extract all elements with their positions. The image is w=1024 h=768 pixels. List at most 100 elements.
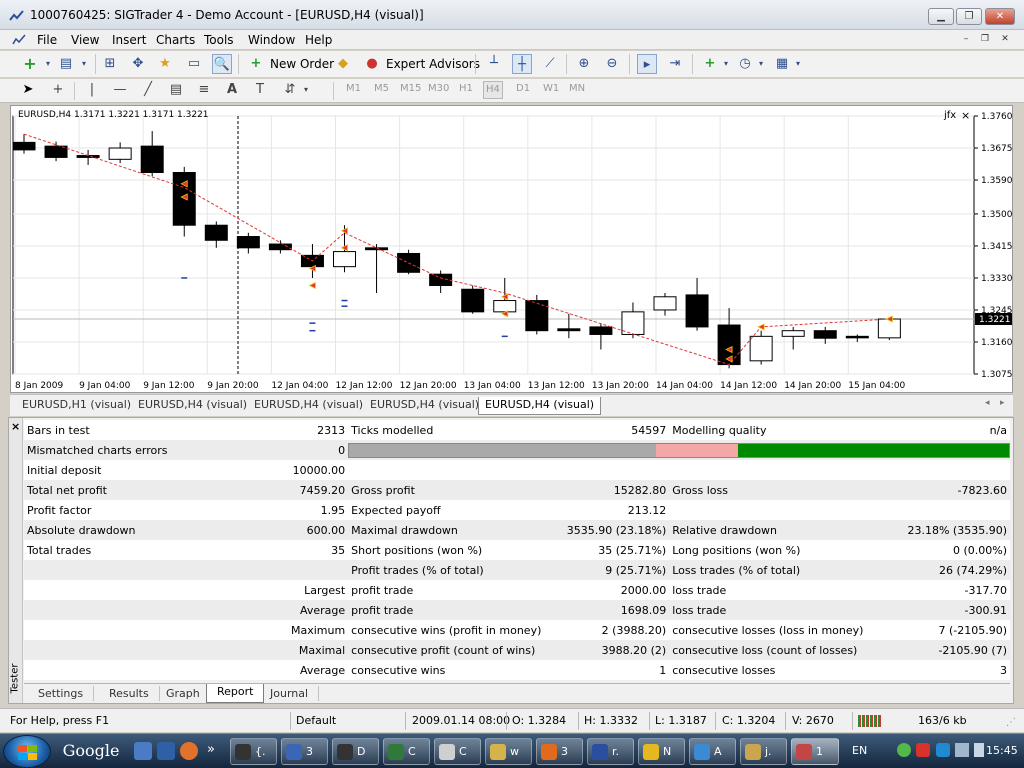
tray-volume-icon[interactable] (974, 743, 984, 757)
mdi-close-button[interactable]: ✕ (1001, 34, 1009, 44)
maximize-button[interactable]: ❐ (956, 8, 982, 25)
timeframe-m15[interactable]: M15 (400, 83, 422, 94)
favorites-icon[interactable]: ★ (159, 56, 171, 71)
close-button[interactable]: ✕ (985, 8, 1015, 25)
chart-close-icon[interactable]: × (961, 109, 971, 122)
text-label-icon[interactable]: T (256, 82, 264, 97)
auto-scroll-icon[interactable]: ▸ (637, 54, 657, 74)
terminal-icon[interactable]: ▭ (187, 56, 201, 71)
templates-icon[interactable]: ▦ (775, 56, 789, 71)
chart-tab[interactable]: EURUSD,H4 (visual) (254, 398, 364, 411)
chart-tab[interactable]: EURUSD,H1 (visual) (22, 398, 132, 411)
menu-charts[interactable]: Charts (156, 33, 196, 47)
clock[interactable]: 15:45 (986, 744, 1018, 757)
taskbar-button[interactable]: C (434, 738, 481, 765)
firefox-icon[interactable] (180, 742, 198, 760)
vertical-line-icon[interactable]: | (89, 82, 95, 97)
tab-journal[interactable]: Journal (260, 686, 320, 701)
chart-pane[interactable]: 1.3760 1.3675 1.3590 1.3500 1.3415 1.3330 1.32… (10, 105, 1013, 393)
horizontal-line-icon[interactable]: — (113, 82, 127, 97)
chart-tab[interactable]: EURUSD,H4 (visual) (138, 398, 248, 411)
menu-file[interactable]: File (37, 33, 58, 47)
taskbar-button[interactable]: D (332, 738, 379, 765)
tray-antivirus-icon[interactable] (916, 743, 930, 757)
taskbar-button[interactable]: C (383, 738, 430, 765)
text-icon[interactable]: A (226, 82, 238, 97)
tab-results[interactable]: Results (99, 686, 160, 701)
timeframe-m5[interactable]: M5 (374, 83, 389, 94)
timeframe-mn[interactable]: MN (569, 83, 586, 94)
chart-shift-icon[interactable]: ⇥ (669, 56, 681, 71)
taskbar-button[interactable]: 1 (791, 738, 839, 765)
tray-status-icon[interactable] (897, 743, 911, 757)
tab-report[interactable]: Report (206, 684, 265, 703)
zoom-out-icon[interactable]: ⊖ (606, 56, 618, 71)
candlestick-chart-icon[interactable]: ┼ (512, 54, 532, 74)
new-chart-icon[interactable]: + (23, 54, 37, 73)
show-desktop-icon[interactable] (134, 742, 152, 760)
taskbar-button[interactable]: 3 (281, 738, 328, 765)
menu-help[interactable]: Help (305, 33, 333, 47)
profiles-icon[interactable]: ▤ (59, 56, 73, 71)
trendline-icon[interactable]: ╱ (144, 82, 152, 97)
taskbar-button[interactable]: N (638, 738, 685, 765)
tab-settings[interactable]: Settings (28, 686, 95, 701)
timeframe-w1[interactable]: W1 (543, 83, 560, 94)
timeframe-m30[interactable]: M30 (428, 83, 450, 94)
menu-insert[interactable]: Insert (112, 33, 147, 47)
bar-chart-icon[interactable]: ┴ (490, 56, 498, 71)
taskbar-button[interactable]: {. (230, 738, 277, 765)
quicklaunch-more-icon[interactable]: » (207, 742, 215, 757)
taskbar-button[interactable]: A (689, 738, 736, 765)
start-button[interactable] (3, 735, 51, 768)
expert-advisors-icon[interactable]: ● (366, 56, 378, 71)
menu-tools[interactable]: Tools (204, 33, 234, 47)
expert-advisors-button[interactable]: Expert Advisors (386, 57, 480, 71)
periods-clock-icon[interactable]: ◷ (739, 56, 751, 71)
price-chart[interactable]: 1.3760 1.3675 1.3590 1.3500 1.3415 1.3330 1.32… (11, 106, 1012, 392)
dropdown-arrow-icon[interactable]: ▾ (758, 59, 763, 68)
tester-close-icon[interactable]: × (11, 420, 21, 433)
taskbar-button[interactable]: r. (587, 738, 634, 765)
timeframe-m1[interactable]: M1 (346, 83, 361, 94)
dropdown-arrow-icon[interactable]: ▾ (723, 59, 728, 68)
minimize-button[interactable]: ▁ (928, 8, 954, 25)
dropdown-arrow-icon[interactable]: ▾ (303, 85, 308, 94)
menu-window[interactable]: Window (248, 33, 296, 47)
tab-scroll-left-icon[interactable]: ◂ (985, 398, 990, 408)
cursor-icon[interactable]: ➤ (22, 82, 34, 97)
market-watch-icon[interactable]: ⊞ (104, 56, 116, 71)
google-toolbar[interactable]: Google (62, 741, 120, 760)
new-order-icon[interactable]: + (250, 56, 262, 71)
navigator-icon[interactable]: ✥ (132, 56, 144, 71)
new-order-button[interactable]: New Order (270, 57, 335, 71)
menu-view[interactable]: View (71, 33, 100, 47)
fibonacci-icon[interactable]: ≡ (198, 82, 210, 97)
tab-graph[interactable]: Graph (156, 686, 211, 701)
chart-tab[interactable]: EURUSD,H4 (visual) (370, 398, 480, 411)
tray-network-icon[interactable] (955, 743, 969, 757)
strategy-tester-icon[interactable]: 🔍 (212, 54, 232, 74)
taskbar-button[interactable]: j. (740, 738, 787, 765)
dropdown-arrow-icon[interactable]: ▾ (81, 59, 86, 68)
warning-icon[interactable]: ◆ (338, 56, 348, 71)
timeframe-h1[interactable]: H1 (459, 83, 473, 94)
chart-tab-active[interactable]: EURUSD,H4 (visual) (478, 397, 602, 415)
tab-scroll-right-icon[interactable]: ▸ (1000, 398, 1005, 408)
taskbar-button[interactable]: 3 (536, 738, 583, 765)
media-player-icon[interactable] (157, 742, 175, 760)
mdi-restore-button[interactable]: ❐ (980, 34, 990, 44)
mdi-minimize-button[interactable]: – (963, 34, 969, 44)
language-indicator[interactable]: EN (852, 744, 868, 757)
tray-skype-icon[interactable] (936, 743, 950, 757)
line-chart-icon[interactable]: ⟋ (545, 56, 555, 71)
crosshair-icon[interactable]: + (52, 82, 64, 97)
dropdown-arrow-icon[interactable]: ▾ (45, 59, 50, 68)
channel-icon[interactable]: ▤ (169, 82, 183, 97)
timeframe-h4[interactable]: H4 (483, 81, 503, 99)
zoom-in-icon[interactable]: ⊕ (578, 56, 590, 71)
dropdown-arrow-icon[interactable]: ▾ (795, 59, 800, 68)
timeframe-d1[interactable]: D1 (516, 83, 531, 94)
indicators-icon[interactable]: + (704, 56, 716, 71)
resize-grip-icon[interactable]: ⋰ (1006, 717, 1016, 728)
